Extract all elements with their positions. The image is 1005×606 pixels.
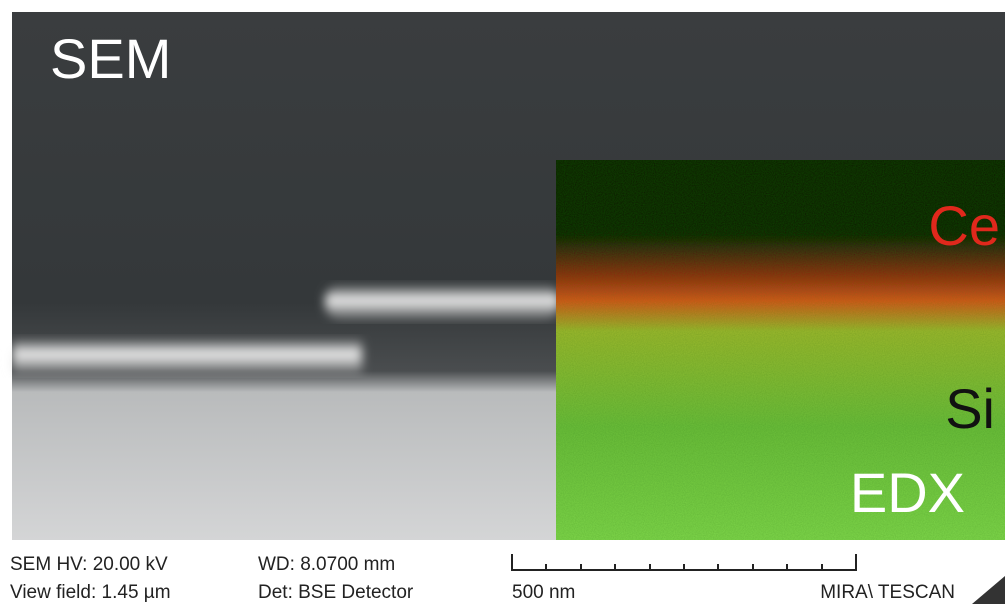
scale-bar	[511, 554, 857, 571]
edx-map	[556, 160, 1005, 540]
logo	[972, 576, 1005, 604]
si-label: Si	[945, 377, 995, 440]
bright-edge	[325, 284, 560, 320]
wd: WD: 8.0700 mm	[258, 554, 395, 575]
view-field: View field: 1.45 µm	[10, 582, 171, 603]
bright-edge	[12, 338, 362, 374]
detector: Det: BSE Detector	[258, 582, 414, 603]
sem-label: SEM	[50, 27, 171, 90]
hv: SEM HV: 20.00 kV	[10, 554, 168, 575]
brand: MIRA\ TESCAN	[820, 582, 955, 603]
edx-label: EDX	[850, 461, 965, 524]
ce-label: Ce	[928, 194, 1000, 257]
scale-label: 500 nm	[512, 582, 575, 603]
